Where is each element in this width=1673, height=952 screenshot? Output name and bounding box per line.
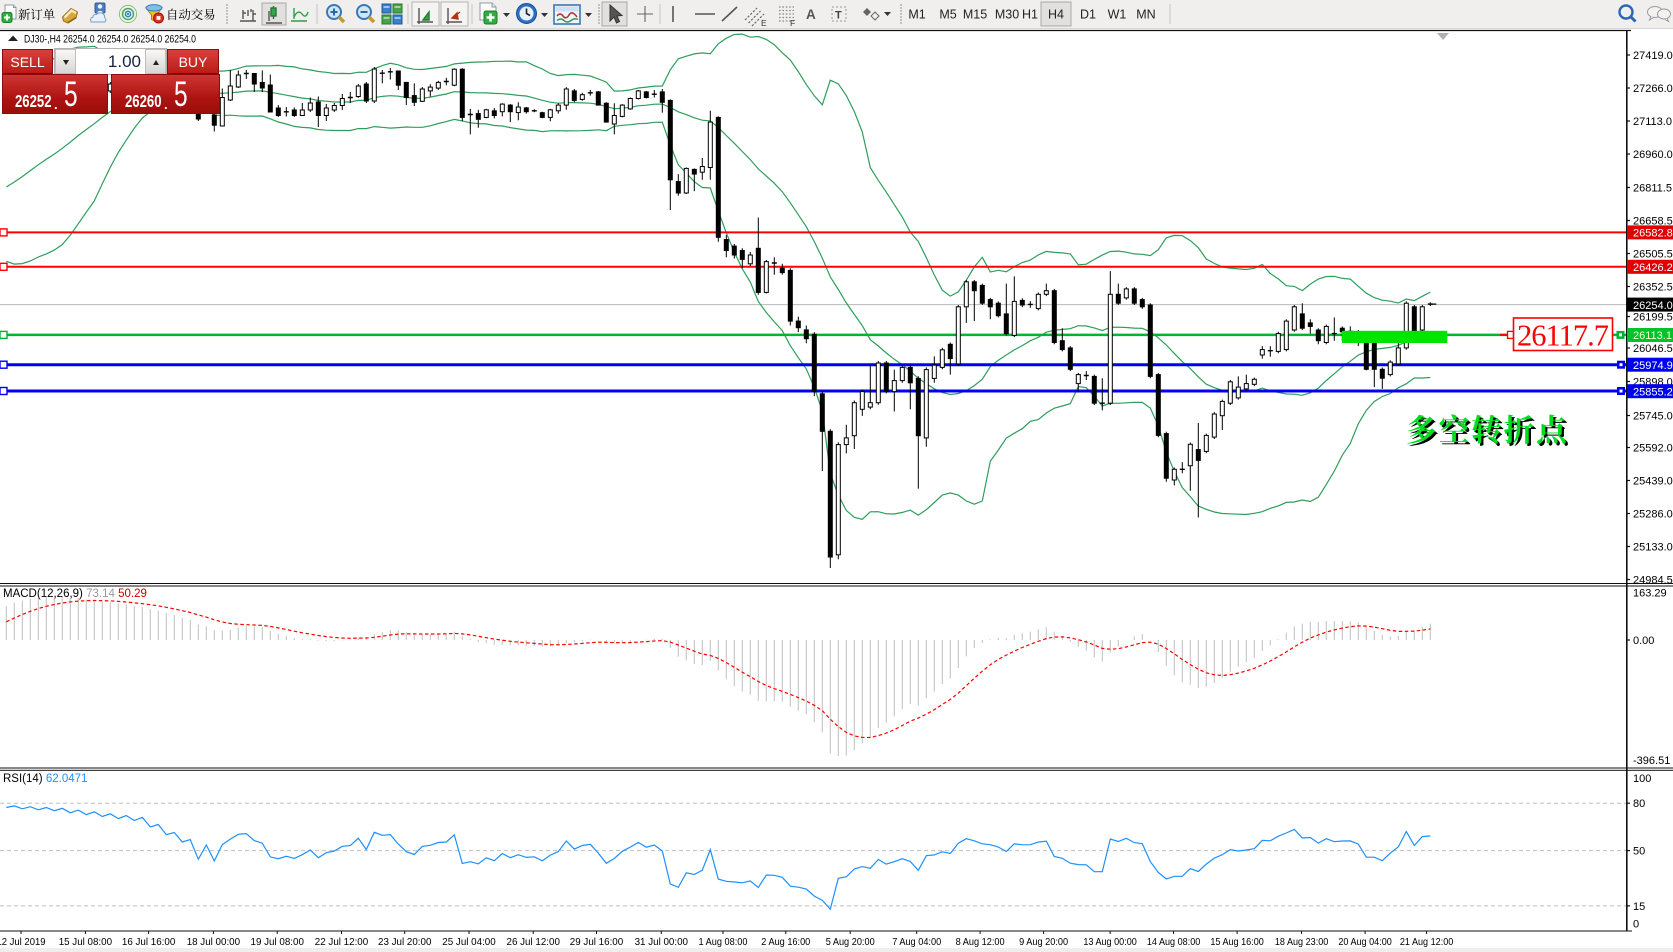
svg-text:A: A bbox=[806, 7, 816, 22]
svg-text:25974.9: 25974.9 bbox=[1633, 360, 1673, 372]
svg-text:26254.0: 26254.0 bbox=[1633, 300, 1673, 312]
svg-text:M1: M1 bbox=[908, 8, 925, 22]
svg-text:M30: M30 bbox=[995, 8, 1019, 22]
svg-text:F: F bbox=[790, 18, 795, 28]
svg-text:19 Jul 08:00: 19 Jul 08:00 bbox=[251, 936, 305, 948]
svg-text:26658.5: 26658.5 bbox=[1633, 216, 1673, 228]
svg-text:18 Jul 00:00: 18 Jul 00:00 bbox=[187, 936, 241, 948]
svg-text:26960.0: 26960.0 bbox=[1633, 149, 1673, 161]
svg-text:23 Jul 20:00: 23 Jul 20:00 bbox=[378, 936, 432, 948]
svg-text:22 Jul 12:00: 22 Jul 12:00 bbox=[315, 936, 369, 948]
svg-text:15 Aug 16:00: 15 Aug 16:00 bbox=[1210, 936, 1264, 948]
svg-text:24984.5: 24984.5 bbox=[1633, 575, 1673, 587]
svg-text:T: T bbox=[835, 10, 842, 22]
svg-text:26811.5: 26811.5 bbox=[1633, 183, 1672, 195]
svg-text:M15: M15 bbox=[963, 8, 987, 22]
svg-text:100: 100 bbox=[1633, 773, 1651, 785]
svg-text:26426.2: 26426.2 bbox=[1633, 262, 1673, 274]
svg-text:25286.0: 25286.0 bbox=[1633, 509, 1673, 521]
svg-text:14 Aug 08:00: 14 Aug 08:00 bbox=[1147, 936, 1201, 948]
svg-text:25 Jul 04:00: 25 Jul 04:00 bbox=[442, 936, 496, 948]
svg-text:26046.5: 26046.5 bbox=[1633, 343, 1673, 355]
svg-text:0: 0 bbox=[1633, 919, 1639, 931]
svg-text:12 Jul 2019: 12 Jul 2019 bbox=[0, 936, 46, 948]
svg-text:25855.2: 25855.2 bbox=[1633, 386, 1673, 398]
svg-text:21 Aug 12:00: 21 Aug 12:00 bbox=[1400, 936, 1454, 948]
svg-text:8 Aug 12:00: 8 Aug 12:00 bbox=[956, 936, 1005, 948]
svg-text:27419.0: 27419.0 bbox=[1633, 50, 1673, 62]
svg-text:29 Jul 16:00: 29 Jul 16:00 bbox=[570, 936, 624, 948]
svg-text:MN: MN bbox=[1136, 8, 1155, 22]
svg-text:15: 15 bbox=[1633, 901, 1645, 913]
svg-text:26 Jul 12:00: 26 Jul 12:00 bbox=[507, 936, 561, 948]
svg-text:27113.0: 27113.0 bbox=[1633, 116, 1672, 128]
svg-text:31 Jul 00:00: 31 Jul 00:00 bbox=[635, 936, 689, 948]
svg-text:26199.5: 26199.5 bbox=[1633, 312, 1673, 324]
svg-text:80: 80 bbox=[1633, 798, 1645, 810]
svg-text:DJ30-,H4 26254.0 26254.0 26254: DJ30-,H4 26254.0 26254.0 26254.0 26254.0 bbox=[24, 34, 196, 46]
svg-text:25592.0: 25592.0 bbox=[1633, 443, 1673, 455]
svg-text:27266.0: 27266.0 bbox=[1633, 83, 1673, 95]
svg-text:H1: H1 bbox=[1022, 8, 1038, 22]
svg-text:H4: H4 bbox=[1048, 8, 1064, 22]
svg-text:W1: W1 bbox=[1108, 8, 1127, 22]
svg-text:5 Aug 20:00: 5 Aug 20:00 bbox=[826, 936, 875, 948]
svg-text:26505.5: 26505.5 bbox=[1633, 249, 1673, 261]
svg-text:26352.5: 26352.5 bbox=[1633, 282, 1673, 294]
svg-text:18 Aug 23:00: 18 Aug 23:00 bbox=[1275, 936, 1329, 948]
svg-text:50: 50 bbox=[1633, 846, 1645, 858]
svg-text:15 Jul 08:00: 15 Jul 08:00 bbox=[59, 936, 113, 948]
svg-text:1 Aug 08:00: 1 Aug 08:00 bbox=[699, 936, 748, 948]
svg-text:M5: M5 bbox=[939, 8, 956, 22]
svg-text:MACD(12,26,9) 73.14 50.29: MACD(12,26,9) 73.14 50.29 bbox=[3, 588, 147, 600]
svg-text:0.00: 0.00 bbox=[1633, 635, 1654, 647]
svg-text:163.29: 163.29 bbox=[1633, 587, 1667, 599]
svg-text:9 Aug 20:00: 9 Aug 20:00 bbox=[1019, 936, 1068, 948]
svg-text:26113.1: 26113.1 bbox=[1633, 330, 1672, 342]
svg-text:16 Jul 16:00: 16 Jul 16:00 bbox=[122, 936, 176, 948]
svg-text:E: E bbox=[761, 18, 767, 28]
svg-text:D1: D1 bbox=[1080, 8, 1096, 22]
svg-text:20 Aug 04:00: 20 Aug 04:00 bbox=[1338, 936, 1392, 948]
svg-text:25439.0: 25439.0 bbox=[1633, 476, 1673, 488]
svg-text:13 Aug 00:00: 13 Aug 00:00 bbox=[1083, 936, 1137, 948]
svg-text:RSI(14) 62.0471: RSI(14) 62.0471 bbox=[3, 773, 87, 785]
svg-text:26117.7: 26117.7 bbox=[1517, 319, 1609, 353]
svg-text:7 Aug 04:00: 7 Aug 04:00 bbox=[892, 936, 941, 948]
svg-text:25745.0: 25745.0 bbox=[1633, 411, 1673, 423]
svg-text:-396.51: -396.51 bbox=[1633, 755, 1670, 767]
svg-text:26582.8: 26582.8 bbox=[1633, 228, 1673, 240]
svg-text:25133.0: 25133.0 bbox=[1633, 542, 1673, 554]
svg-text:2 Aug 16:00: 2 Aug 16:00 bbox=[761, 936, 810, 948]
